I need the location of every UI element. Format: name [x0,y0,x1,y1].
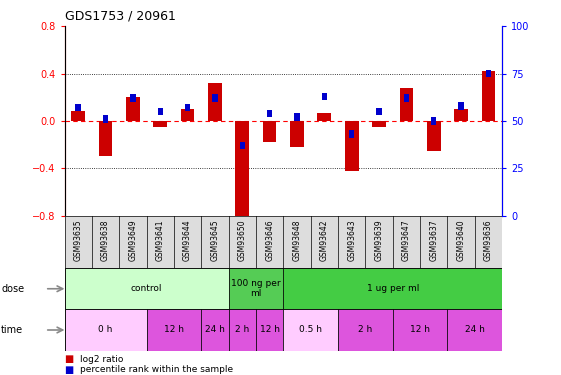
Bar [181,109,195,121]
Bar [283,216,311,268]
Text: GSM93637: GSM93637 [429,220,438,261]
Text: 1 ug per ml: 1 ug per ml [366,284,419,293]
Bar [103,115,108,123]
Text: control: control [131,284,162,293]
Text: GSM93641: GSM93641 [156,220,165,261]
Bar [185,104,190,111]
Bar [365,216,393,268]
Text: 24 h: 24 h [205,326,225,334]
Bar [267,110,273,117]
Text: GSM93640: GSM93640 [457,220,466,261]
Bar [420,216,448,268]
Bar [475,216,502,268]
Text: ■: ■ [65,354,73,364]
Bar [174,216,201,268]
Bar [283,309,338,351]
Text: GSM93635: GSM93635 [73,220,82,261]
Bar [486,70,491,77]
Bar [321,93,327,100]
Bar [318,112,331,121]
Bar [431,117,436,125]
Bar [146,216,174,268]
Text: GSM93649: GSM93649 [128,220,137,261]
Bar [71,111,85,121]
Bar [338,216,365,268]
Bar [119,216,146,268]
Bar [229,309,256,351]
Bar [201,216,229,268]
Bar [290,121,304,147]
Bar [126,97,140,121]
Bar [236,121,249,222]
Text: GSM93645: GSM93645 [210,220,219,261]
Bar [201,309,229,351]
Text: 100 ng per
ml: 100 ng per ml [231,279,280,298]
Text: time: time [1,325,23,335]
Text: GSM93636: GSM93636 [484,220,493,261]
Text: GSM93643: GSM93643 [347,220,356,261]
Bar [481,71,495,121]
Text: log2 ratio: log2 ratio [80,355,123,364]
Bar [130,94,136,102]
Bar [448,309,502,351]
Text: 12 h: 12 h [260,326,279,334]
Text: GSM93644: GSM93644 [183,220,192,261]
Bar [294,113,300,121]
Bar [229,268,283,309]
Bar [345,121,358,171]
Bar [393,309,448,351]
Text: GSM93650: GSM93650 [238,220,247,261]
Bar [338,309,393,351]
Text: percentile rank within the sample: percentile rank within the sample [80,365,233,374]
Bar [153,121,167,127]
Bar [283,268,502,309]
Bar [349,130,355,138]
Bar [263,121,277,142]
Bar [208,83,222,121]
Bar [458,102,464,110]
Text: GSM93648: GSM93648 [292,220,301,261]
Text: 0 h: 0 h [98,326,113,334]
Bar [240,142,245,149]
Bar [65,268,229,309]
Bar [454,109,468,121]
Bar [146,309,201,351]
Bar [65,309,146,351]
Text: ■: ■ [65,365,73,375]
Bar [372,121,386,127]
Bar [212,94,218,102]
Bar [65,216,92,268]
Bar [256,309,283,351]
Text: GSM93639: GSM93639 [375,220,384,261]
Bar [158,108,163,115]
Bar [376,108,381,115]
Bar [311,216,338,268]
Text: 24 h: 24 h [465,326,485,334]
Text: GSM93647: GSM93647 [402,220,411,261]
Bar [75,104,81,111]
Text: GSM93642: GSM93642 [320,220,329,261]
Text: 12 h: 12 h [164,326,184,334]
Text: 2 h: 2 h [235,326,250,334]
Bar [229,216,256,268]
Bar [427,121,440,150]
Text: dose: dose [1,284,24,294]
Text: GSM93646: GSM93646 [265,220,274,261]
Bar [403,94,409,102]
Text: 2 h: 2 h [358,326,373,334]
Bar [399,88,413,121]
Bar [99,121,112,156]
Bar [393,216,420,268]
Text: GSM93638: GSM93638 [101,220,110,261]
Bar [256,216,283,268]
Bar [92,216,119,268]
Bar [448,216,475,268]
Text: 0.5 h: 0.5 h [299,326,322,334]
Text: 12 h: 12 h [410,326,430,334]
Text: GDS1753 / 20961: GDS1753 / 20961 [65,9,176,22]
